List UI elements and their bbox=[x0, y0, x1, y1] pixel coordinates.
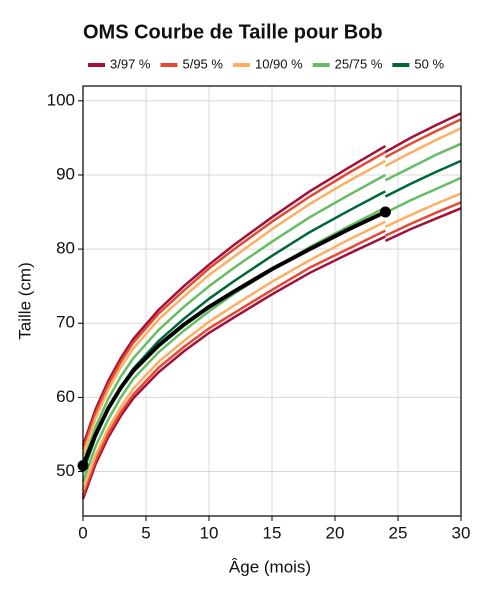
x-tick-label: 10 bbox=[200, 523, 219, 542]
y-tick-label: 50 bbox=[56, 461, 75, 480]
percentile-line bbox=[81, 118, 462, 450]
percentile-line bbox=[81, 127, 462, 455]
x-tick-label: 25 bbox=[389, 523, 408, 542]
legend-label: 10/90 % bbox=[255, 56, 303, 71]
percentile-line bbox=[81, 201, 462, 496]
child-line bbox=[81, 210, 387, 467]
x-tick-label: 15 bbox=[263, 523, 282, 542]
x-axis-label: Âge (mois) bbox=[229, 557, 311, 576]
chart-title: OMS Courbe de Taille pour Bob bbox=[83, 21, 383, 43]
x-tick-label: 5 bbox=[141, 523, 150, 542]
y-axis-label: Taille (cm) bbox=[15, 262, 34, 339]
percentile-line bbox=[81, 112, 462, 447]
y-tick-label: 70 bbox=[56, 313, 75, 332]
percentile-line bbox=[81, 142, 462, 464]
percentile-line bbox=[81, 207, 462, 500]
x-tick-label: 20 bbox=[326, 523, 345, 542]
y-tick-label: 90 bbox=[56, 164, 75, 183]
legend-label: 3/97 % bbox=[110, 56, 151, 71]
x-tick-label: 30 bbox=[452, 523, 471, 542]
percentile-line bbox=[81, 192, 462, 491]
legend-label: 50 % bbox=[414, 56, 444, 71]
y-tick-label: 60 bbox=[56, 387, 75, 406]
legend-label: 5/95 % bbox=[182, 56, 223, 71]
x-tick-label: 0 bbox=[78, 523, 87, 542]
y-tick-label: 80 bbox=[56, 239, 75, 258]
plot-frame bbox=[82, 85, 462, 517]
legend-label: 25/75 % bbox=[335, 56, 383, 71]
child-point bbox=[379, 206, 391, 218]
y-tick-label: 100 bbox=[47, 90, 75, 109]
